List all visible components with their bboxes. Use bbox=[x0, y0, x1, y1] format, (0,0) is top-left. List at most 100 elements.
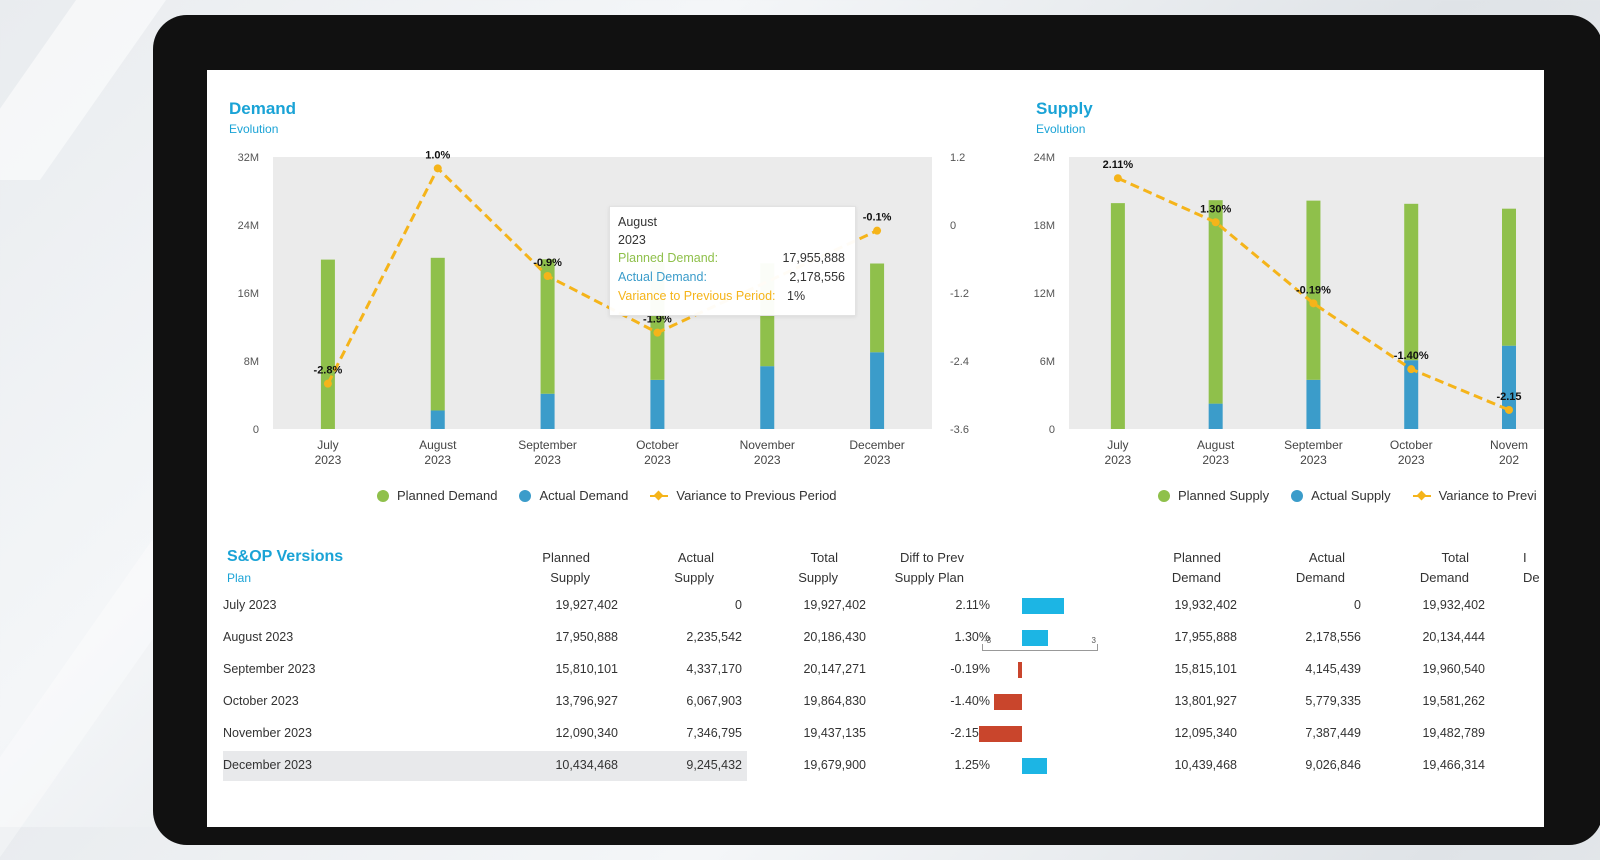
y-tick-label: 18M bbox=[1034, 220, 1055, 232]
cell-actual-supply: 4,337,170 bbox=[686, 662, 742, 676]
y-tick-label: 24M bbox=[238, 220, 259, 232]
table-row[interactable]: November 2023 12,090,340 7,346,795 19,437,1… bbox=[223, 719, 1544, 749]
legend-variance[interactable]: Variance to Previous Period bbox=[650, 488, 837, 503]
y2-tick-label: 0 bbox=[950, 220, 956, 232]
planned-dot-icon bbox=[377, 489, 389, 502]
legend-label: Planned Demand bbox=[397, 488, 498, 503]
y-tick-label: 0 bbox=[253, 424, 259, 436]
scale-min: -3 bbox=[984, 636, 992, 645]
table-row[interactable]: July 2023 19,927,402 0 19,927,402 2.11% 19,93… bbox=[223, 591, 1544, 621]
row-name: October 2023 bbox=[223, 694, 299, 708]
demand-chart[interactable]: 08M16M24M32M-3.6-2.4-1.201.2July2023Augu… bbox=[207, 140, 987, 470]
x-tick-label: November bbox=[740, 438, 795, 452]
x-tick-label: December bbox=[849, 438, 904, 452]
y2-tick-label: -3.6 bbox=[950, 424, 969, 436]
variance-point bbox=[1113, 174, 1122, 183]
cell-actual-supply: 7,346,795 bbox=[686, 726, 742, 740]
header-line: I bbox=[1523, 550, 1527, 565]
x-tick-label: 2023 bbox=[1398, 453, 1425, 467]
bar-planned bbox=[1502, 208, 1516, 346]
bar-actual bbox=[430, 410, 445, 429]
variance-label: -1.9% bbox=[643, 314, 672, 326]
tooltip-variance-value: 1% bbox=[787, 289, 806, 303]
variance-line bbox=[1117, 176, 1510, 412]
diff-bar bbox=[979, 726, 1022, 742]
diff-bar bbox=[1018, 662, 1022, 678]
cell-total-supply: 19,437,135 bbox=[803, 726, 866, 740]
legend-planned-supply[interactable]: Planned Supply bbox=[1158, 488, 1269, 503]
cell-actual-supply: 0 bbox=[735, 598, 742, 612]
supply-title: Supply bbox=[1036, 99, 1093, 118]
cell-planned-demand: 19,932,402 bbox=[1174, 598, 1237, 612]
bar-planned bbox=[1306, 200, 1321, 380]
variance-point bbox=[433, 164, 442, 173]
variance-label: -2.15 bbox=[1496, 391, 1521, 403]
y-tick-label: 6M bbox=[1040, 356, 1055, 368]
demand-legend: Planned Demand Actual Demand Variance to… bbox=[377, 488, 837, 503]
variance-label: 2.11% bbox=[1103, 159, 1134, 171]
bar-actual bbox=[870, 352, 885, 429]
cell-total-demand: 20,134,444 bbox=[1422, 630, 1485, 644]
cell-total-supply: 19,679,900 bbox=[803, 758, 866, 772]
diff-bar bbox=[1022, 630, 1048, 646]
header-line: De bbox=[1523, 570, 1540, 585]
table-row[interactable]: September 2023 15,810,101 4,337,170 20,147,… bbox=[223, 655, 1544, 685]
row-name: November 2023 bbox=[223, 726, 312, 740]
header-actual-demand: Actual Demand bbox=[1296, 548, 1345, 588]
cell-total-demand: 19,482,789 bbox=[1422, 726, 1485, 740]
cell-total-demand: 19,932,402 bbox=[1422, 598, 1485, 612]
bar-planned bbox=[320, 259, 335, 429]
header-line: Total bbox=[1441, 550, 1469, 565]
table-row[interactable]: December 2023 10,434,468 9,245,432 19,679,9… bbox=[223, 751, 1544, 781]
y-tick-label: 0 bbox=[1049, 424, 1055, 436]
legend-actual-demand[interactable]: Actual Demand bbox=[519, 488, 628, 503]
y-tick-label: 16M bbox=[238, 288, 259, 300]
planned-dot-icon bbox=[1158, 489, 1170, 502]
cell-actual-demand: 4,145,439 bbox=[1305, 662, 1361, 676]
bar-actual bbox=[760, 366, 775, 429]
legend-planned-demand[interactable]: Planned Demand bbox=[377, 488, 497, 503]
cell-diff: 1.25% bbox=[954, 758, 990, 772]
legend-actual-supply[interactable]: Actual Supply bbox=[1291, 488, 1391, 503]
header-line: Supply bbox=[798, 570, 838, 585]
bar-actual bbox=[1502, 345, 1516, 429]
cell-actual-demand: 9,026,846 bbox=[1305, 758, 1361, 772]
tooltip-planned-value: 17,955,888 bbox=[782, 251, 845, 265]
table-row[interactable]: October 2023 13,796,927 6,067,903 19,864,83… bbox=[223, 687, 1544, 717]
x-tick-label: 2023 bbox=[754, 453, 781, 467]
tooltip-actual-label: Actual Demand: bbox=[618, 270, 707, 284]
cell-planned-supply: 12,090,340 bbox=[555, 726, 618, 740]
table-row[interactable]: August 2023 17,950,888 2,235,542 20,186,430… bbox=[223, 623, 1544, 653]
variance-label: -0.1% bbox=[863, 212, 892, 224]
cell-planned-supply: 15,810,101 bbox=[555, 662, 618, 676]
cell-total-supply: 20,147,271 bbox=[803, 662, 866, 676]
cell-planned-demand: 12,095,340 bbox=[1174, 726, 1237, 740]
header-line: Demand bbox=[1295, 570, 1345, 585]
bar-actual bbox=[1404, 360, 1419, 429]
bar-actual bbox=[1306, 379, 1321, 429]
x-tick-label: 2023 bbox=[534, 453, 561, 467]
diff-bar bbox=[994, 694, 1022, 710]
cell-actual-demand: 0 bbox=[1354, 598, 1361, 612]
header-line: Total bbox=[810, 550, 838, 565]
diff-bar bbox=[1022, 598, 1065, 614]
header-total-supply: Total Supply bbox=[798, 548, 838, 588]
variance-label: -0.19% bbox=[1296, 284, 1331, 296]
tooltip-actual-value: 2,178,556 bbox=[789, 270, 845, 284]
tooltip-month: August bbox=[618, 215, 657, 229]
x-tick-label: October bbox=[636, 438, 679, 452]
y-tick-label: 12M bbox=[1034, 288, 1055, 300]
cell-actual-demand: 7,387,449 bbox=[1305, 726, 1361, 740]
x-tick-label: July bbox=[317, 438, 338, 452]
cell-planned-demand: 17,955,888 bbox=[1174, 630, 1237, 644]
supply-chart[interactable]: 06M12M18M24MJuly2023August2023September2… bbox=[1007, 140, 1544, 470]
header-line: Planned bbox=[1173, 550, 1221, 565]
cell-actual-demand: 2,178,556 bbox=[1305, 630, 1361, 644]
legend-variance-supply[interactable]: Variance to Previ bbox=[1412, 488, 1537, 503]
line-marker-icon bbox=[1412, 490, 1431, 502]
bar-planned bbox=[1110, 203, 1125, 429]
legend-label: Actual Demand bbox=[539, 488, 629, 503]
row-name: July 2023 bbox=[223, 598, 277, 612]
chart-tooltip: August 2023 Planned Demand: 17,955,888 A… bbox=[609, 206, 856, 316]
header-line: Supply Plan bbox=[894, 570, 964, 585]
